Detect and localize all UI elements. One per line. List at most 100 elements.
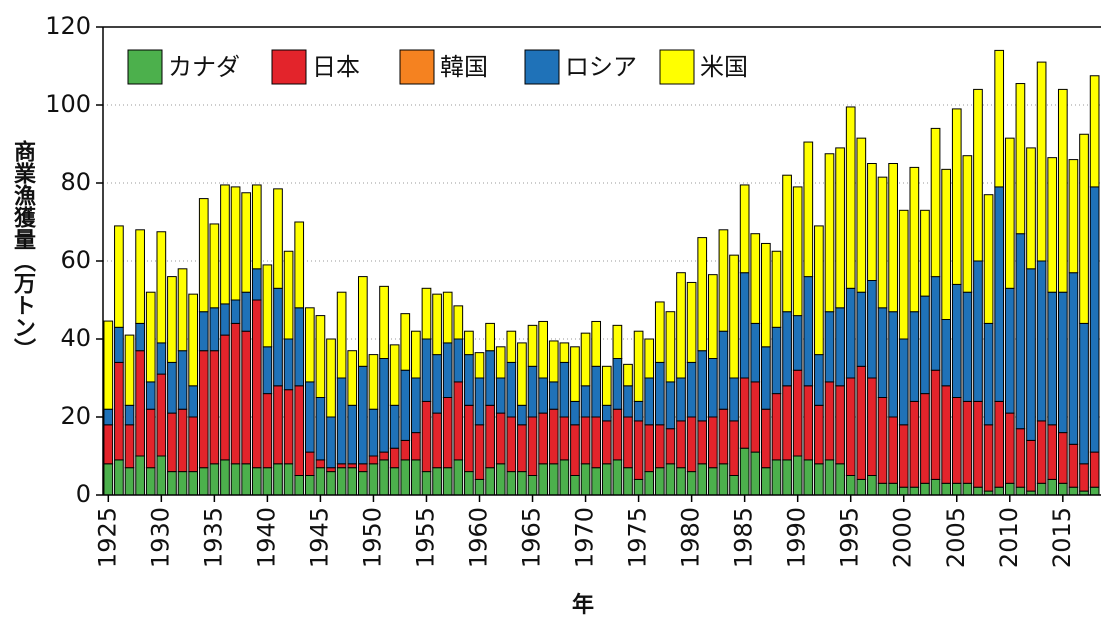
bar-segment [262,393,273,469]
legend-swatch [127,49,163,85]
bar-segment [304,381,315,453]
bar-segment [220,459,230,496]
bar-segment [835,463,845,496]
bar-segment [538,320,548,379]
bar-segment [326,338,336,418]
bar-segment [283,463,294,496]
bar-segment [442,291,453,344]
bar-segment [495,377,506,414]
bar-segment [389,344,400,406]
bar-segment [379,459,389,496]
bar-segment [718,229,729,332]
bar-segment [973,88,983,262]
x-tick-label: 1925 [93,507,121,568]
bar-segment [495,346,506,379]
bar-segment [294,475,305,496]
bar-segment [782,311,792,387]
bar-segment [421,338,432,402]
bar-segment [251,299,262,469]
bar-segment [962,291,973,402]
bar-segment [1015,233,1026,430]
bar-segment [835,385,845,465]
x-tick-label: 1980 [677,507,705,568]
bar-segment [739,272,750,379]
bar-segment [209,307,220,352]
bar-segment [994,486,1005,496]
bar-segment [145,381,156,410]
bar-segment [230,463,241,496]
bar-segment [304,451,315,477]
bar-segment [273,463,283,496]
bar-segment [803,141,814,278]
bar-segment [517,404,527,426]
bar-segment [824,381,835,461]
bar-segment [845,287,856,379]
bar-segment [357,276,368,367]
bar-segment [644,338,655,379]
bar-segment [686,416,697,473]
bar-segment [951,482,962,496]
bar-segment [750,233,761,324]
bar-segment [336,377,347,465]
bar-segment [792,455,803,496]
bar-segment [262,467,273,496]
bar-segment [1036,482,1047,496]
bar-segment [336,291,347,379]
bar-segment [188,416,198,473]
bar-segment [114,459,124,496]
bar-segment [506,471,517,496]
bar-segment [1036,420,1047,484]
x-tick-label: 2010 [995,507,1023,568]
bar-segment [474,352,485,379]
bar-segment [251,184,262,270]
bar-segment [676,420,686,469]
bar-segment [877,307,888,398]
bar-segment [1079,322,1089,465]
bar-segment [389,447,400,469]
y-tick-label: 100 [45,90,91,118]
bar-segment [877,397,888,484]
x-tick-label: 1970 [571,507,599,568]
bar-segment [241,330,252,465]
bar-segment [156,342,167,375]
bar-segment [273,385,283,465]
bar-segment [623,385,633,418]
bar-segment [792,186,803,317]
bar-segment [124,424,135,469]
bar-segment [930,478,941,496]
bar-segment [474,424,485,480]
bar-segment [867,163,877,281]
bar-segment [1057,482,1068,496]
bar-segment [188,385,198,418]
y-axis-label: 商業漁獲量（万トン） [10,139,37,360]
bar-segment [983,322,994,426]
bar-segment [1068,443,1079,488]
bar-segment [103,424,114,465]
bar-segment [771,326,782,395]
bar-segment [782,385,792,461]
bar-segment [548,340,559,383]
bar-segment [718,463,729,496]
bar-segment [135,229,145,324]
x-tick-label: 1935 [199,507,227,568]
bar-segment [357,471,368,496]
bar-segment [527,475,538,496]
bar-segment [368,408,379,457]
bar-segment [262,346,273,395]
bar-segment [421,471,432,496]
bar-segment [177,408,188,473]
bar-segment [114,225,124,328]
bar-segment [644,471,655,496]
bar-segment [453,381,464,461]
bar-segment [570,424,580,476]
bar-segment [729,254,739,379]
bar-segment [177,268,188,352]
bar-segment [304,307,315,383]
bar-segment [750,451,761,496]
bar-segment [707,358,718,418]
x-tick-label: 1950 [358,507,386,568]
bar-segment [633,330,644,402]
bar-segment [167,276,177,363]
legend-label: 韓国 [440,53,488,81]
y-tick-label: 0 [76,480,91,508]
